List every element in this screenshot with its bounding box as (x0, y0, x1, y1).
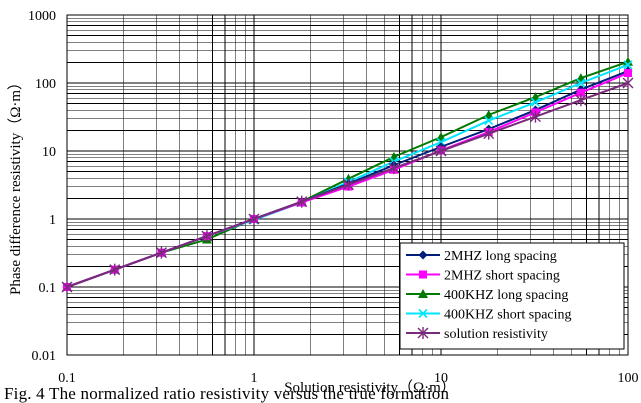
y-axis-label: Phase difference resistivity（Ω·m） (7, 75, 24, 295)
legend-marker (417, 327, 429, 339)
marker-stroke (530, 97, 541, 107)
plot-border (66, 14, 629, 356)
data-point (248, 213, 260, 225)
data-point (388, 162, 400, 175)
legend-box (399, 242, 625, 350)
data-point (529, 110, 541, 123)
data-point (61, 281, 73, 293)
legend-label: 400KHZ long spacing (444, 288, 568, 303)
data-point (624, 69, 632, 78)
data-point (342, 178, 354, 191)
data-point (109, 263, 121, 276)
legend-label: 400KHZ short spacing (444, 308, 572, 323)
y-tick-label: 0.01 (32, 349, 57, 364)
data-point (296, 195, 308, 208)
data-point (576, 78, 586, 88)
y-tick-label: 10 (42, 145, 56, 160)
x-axis-label: Solution resistivity（Ω·m） (284, 379, 456, 396)
legend-label: solution resistivity (444, 327, 548, 342)
marker-stroke (484, 116, 494, 126)
legend-marker (419, 270, 427, 279)
data-point (483, 127, 495, 140)
data-point (576, 88, 585, 97)
x-tick-label: 100 (618, 371, 639, 386)
marker-stroke (418, 308, 428, 319)
legend-marker (418, 308, 428, 319)
x-tick-label: 10 (434, 371, 448, 386)
data-point (575, 94, 587, 107)
data-point (623, 60, 633, 70)
data-point (436, 137, 446, 147)
x-tick-label: 0.1 (58, 371, 76, 386)
series-4 (61, 77, 634, 293)
data-point (622, 77, 634, 89)
y-tick-label: 100 (35, 77, 56, 92)
y-tick-label: 1000 (28, 9, 56, 24)
data-point (484, 116, 494, 126)
marker-stroke (576, 78, 586, 88)
legend-item: 2MHZ long spacing (406, 249, 557, 264)
data-point (155, 246, 167, 259)
y-tick-label: 1 (49, 213, 56, 228)
legend-label: 2MHZ short spacing (444, 269, 560, 284)
legend-item: 400KHZ long spacing (406, 288, 568, 303)
x-tick-label: 1 (251, 371, 258, 386)
legend-marker (418, 289, 428, 298)
legend: 2MHZ long spacing 2MHZ short spacing 400KH… (399, 242, 625, 350)
data-point (623, 56, 633, 66)
marker-stroke (436, 137, 446, 147)
marker-stroke (623, 60, 633, 70)
data-point (483, 109, 494, 119)
data-point (435, 145, 447, 157)
y-tick-label: 0.1 (39, 281, 57, 296)
legend-item: 2MHZ short spacing (406, 269, 560, 284)
legend-item: 400KHZ short spacing (406, 308, 572, 323)
data-point (201, 230, 213, 243)
legend-label: 2MHZ long spacing (444, 249, 557, 264)
legend-item: solution resistivity (406, 327, 548, 342)
figure-caption: Fig. 4 The normalized ratio resistivity … (4, 384, 450, 403)
data-point (530, 97, 541, 107)
legend-marker (418, 250, 428, 260)
